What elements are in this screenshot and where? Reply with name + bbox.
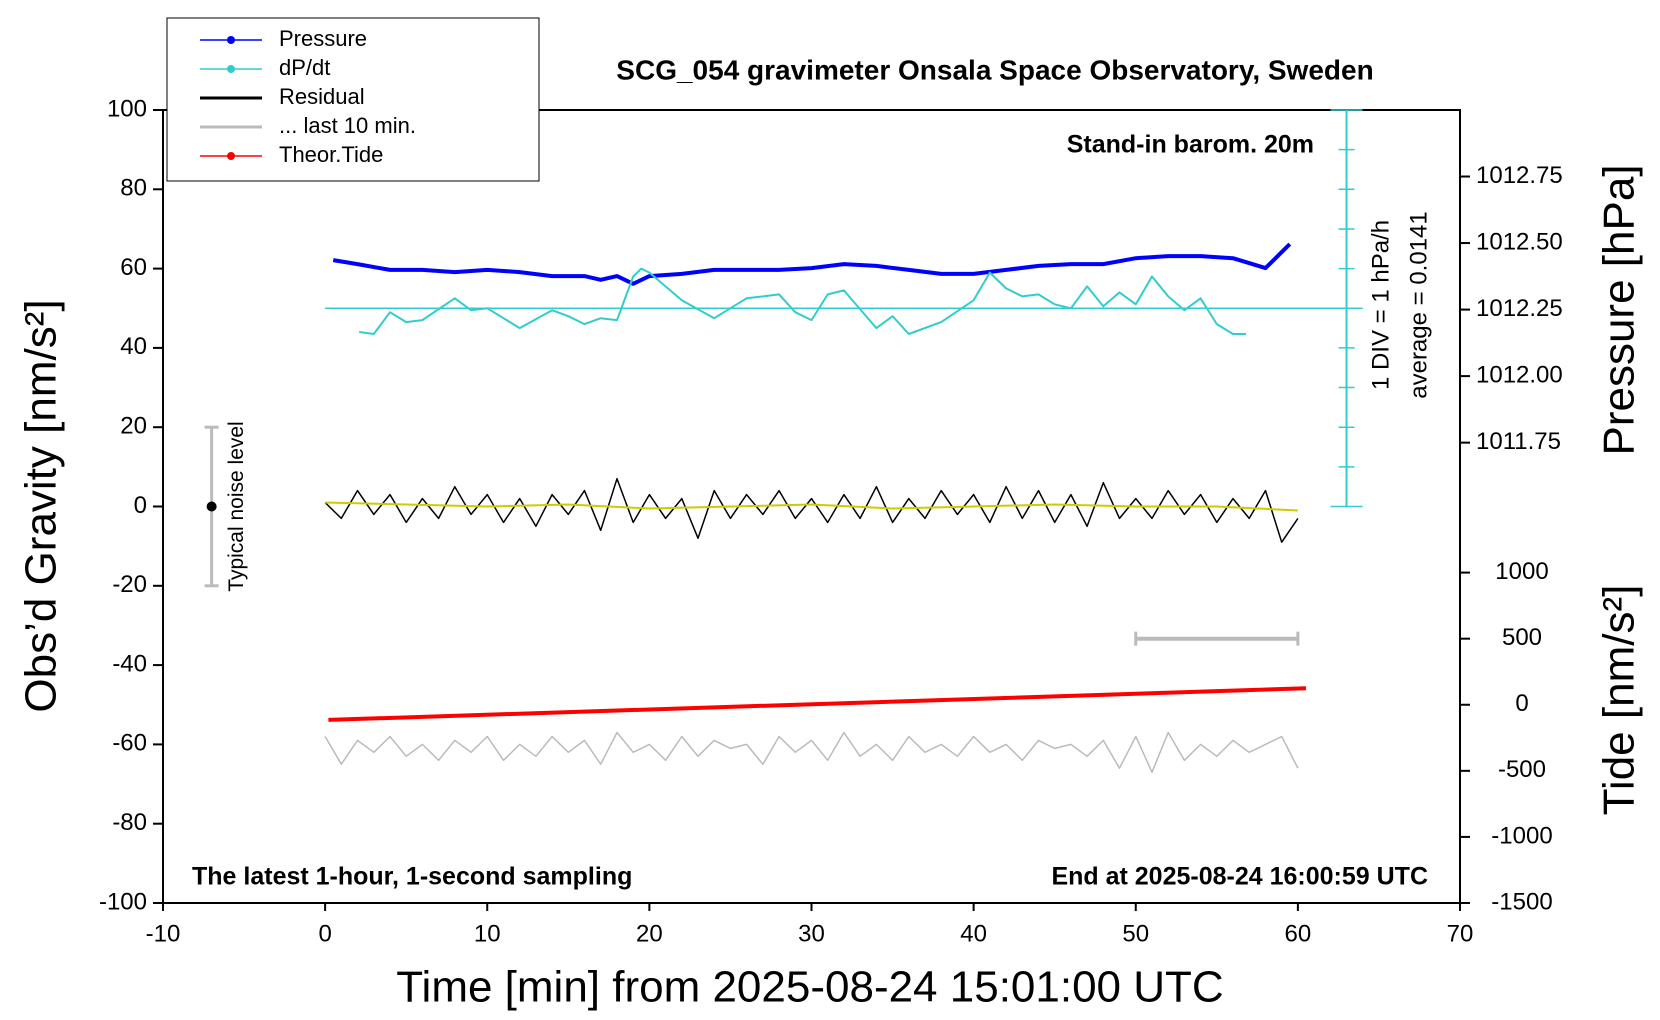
y2-axis-label: Pressure [hPa] <box>1595 164 1644 455</box>
x-tick-label: 10 <box>474 920 501 947</box>
dpdt-average-note: average = 0.0141 <box>1405 211 1432 399</box>
series-line <box>359 267 1246 335</box>
legend-label: ... last 10 min. <box>279 113 416 138</box>
legend: Pressure dP/dt Residual ... last 10 min. The… <box>200 26 416 167</box>
x-tick-label: 40 <box>960 920 987 947</box>
y-tick-label: -60 <box>112 730 147 757</box>
y2-tick-label: 1012.50 <box>1476 228 1563 255</box>
legend-marker <box>227 65 235 73</box>
legend-label: Pressure <box>279 26 367 51</box>
y3-tick-label: -1500 <box>1491 888 1552 915</box>
y-tick-label: 80 <box>120 175 147 202</box>
noise-center <box>206 501 217 512</box>
y-tick-label: 100 <box>107 95 147 122</box>
x-tick-label: 20 <box>636 920 663 947</box>
y-tick-label: -20 <box>112 571 147 598</box>
y-axis-label: Obs’d Gravity [nm/s²] <box>17 299 66 712</box>
y-tick-label: -100 <box>99 888 147 915</box>
y3-tick-label: 0 <box>1515 690 1528 717</box>
x-tick-label: 60 <box>1285 920 1312 947</box>
legend-label: Theor.Tide <box>279 142 383 167</box>
y2-tick-label: 1012.75 <box>1476 162 1563 189</box>
x-tick-label: 50 <box>1122 920 1149 947</box>
y-tick-label: -40 <box>112 650 147 677</box>
series-line <box>332 242 1292 286</box>
x-tick-label: 0 <box>318 920 331 947</box>
y3-tick-label: -500 <box>1498 756 1546 783</box>
y-tick-label: 0 <box>134 492 147 519</box>
x-tick-label: -10 <box>146 920 181 947</box>
y3-tick-label: 1000 <box>1495 558 1548 585</box>
station-note: Stand-in barom. 20m <box>1067 131 1314 159</box>
legend-marker <box>227 36 235 44</box>
y2-tick-label: 1012.00 <box>1476 361 1563 388</box>
series-line <box>325 501 1298 512</box>
bottom-left-note: The latest 1-hour, 1-second sampling <box>192 863 632 891</box>
series-line <box>324 731 1299 773</box>
dpdt-div-note: 1 DIV = 1 hPa/h <box>1367 220 1394 390</box>
chart-title: SCG_054 gravimeter Onsala Space Observat… <box>616 54 1373 85</box>
x-axis-label: Time [min] from 2025-08-24 15:01:00 UTC <box>396 963 1223 1012</box>
x-tick-label: 70 <box>1447 920 1474 947</box>
x-tick-label: 30 <box>798 920 825 947</box>
y3-tick-label: -1000 <box>1491 822 1552 849</box>
series-line <box>324 477 1299 543</box>
legend-marker <box>227 152 235 160</box>
series-line <box>328 686 1307 722</box>
y2-tick-label: 1012.25 <box>1476 295 1563 322</box>
plot-frame <box>162 109 1461 904</box>
bottom-right-note: End at 2025-08-24 16:00:59 UTC <box>1051 863 1428 891</box>
y2-tick-label: 1011.75 <box>1476 428 1561 455</box>
y3-axis-label: Tide [nm/s²] <box>1595 585 1644 816</box>
y-tick-label: 60 <box>120 254 147 281</box>
noise-label: Typical noise level <box>225 421 248 591</box>
y-tick-label: -80 <box>112 809 147 836</box>
legend-label: Residual <box>279 84 365 109</box>
y-tick-label: 20 <box>120 413 147 440</box>
legend-label: dP/dt <box>279 55 330 80</box>
y-tick-label: 40 <box>120 333 147 360</box>
y3-tick-label: 500 <box>1502 624 1542 651</box>
